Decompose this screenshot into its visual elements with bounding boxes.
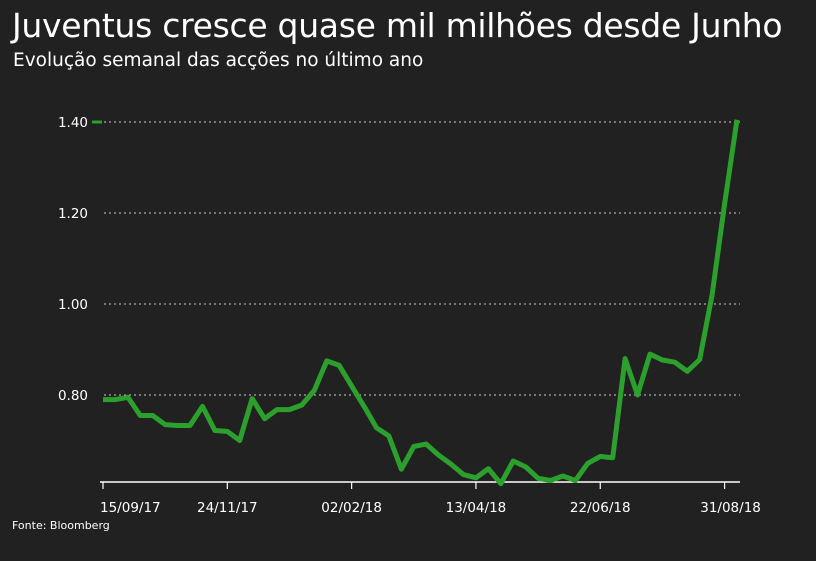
y-tick-label: 1.20	[58, 206, 88, 222]
x-tick-label: 24/11/17	[197, 500, 258, 516]
grid-lines	[104, 121, 740, 396]
series-layer	[103, 119, 740, 487]
chart-title: Juventus cresce quase mil milhões desde …	[12, 6, 783, 45]
x-tick-label: 15/09/17	[100, 500, 161, 516]
series-line	[103, 119, 740, 487]
y-tick-label: 1.00	[58, 297, 88, 313]
x-tick-label: 13/04/18	[446, 500, 507, 516]
x-tick-label: 31/08/18	[700, 500, 761, 516]
x-axis-ticks: 15/09/17 24/11/17 02/02/18 13/04/18 22/06/18…	[100, 482, 761, 516]
y-tick-label: 0.80	[58, 388, 88, 404]
source-note: Fonte: Bloomberg	[12, 519, 110, 532]
y-axis-ticks: 0.80 1.00 1.20 1.40	[58, 115, 102, 404]
y-tick-label: 1.40	[58, 115, 88, 131]
chart-subtitle: Evolução semanal das acções no último an…	[13, 50, 424, 71]
x-tick-label: 22/06/18	[570, 500, 631, 516]
x-tick-label: 02/02/18	[321, 500, 382, 516]
